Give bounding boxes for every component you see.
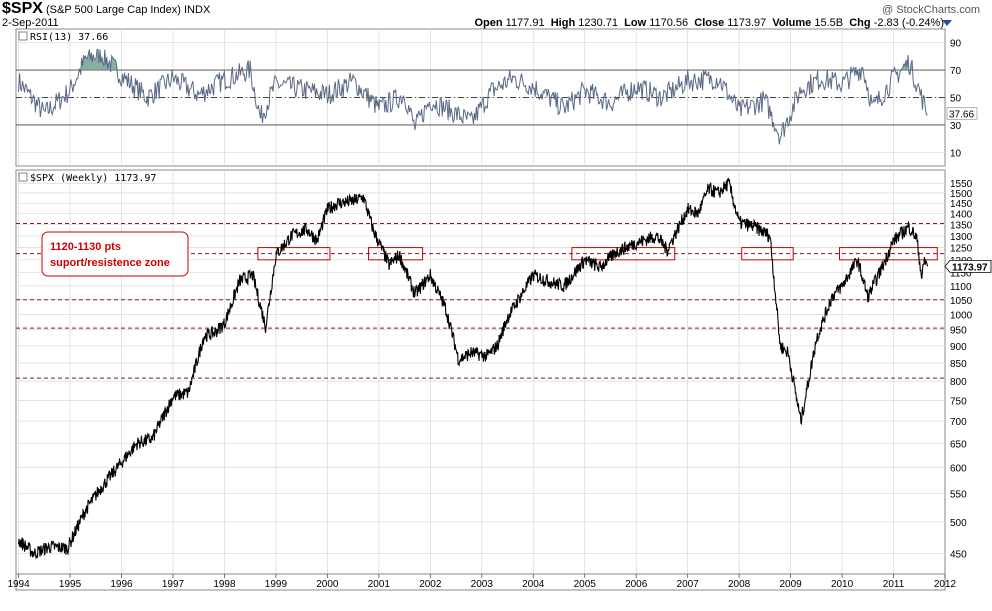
x-tick-label: 1996: [110, 579, 133, 590]
x-tick-label: 2001: [368, 579, 391, 590]
annotation-line-1: 1120-1130 pts: [50, 241, 121, 253]
price-legend-text: $SPX (Weekly) 1173.97: [30, 173, 156, 184]
brand-link[interactable]: @ StockCharts.com: [882, 4, 980, 16]
price-last-value-label: 1173.97: [952, 262, 988, 273]
x-tick-label: 1995: [59, 579, 82, 590]
x-tick-label: 1994: [7, 579, 30, 590]
zone-box: [368, 247, 424, 261]
price-tick-label: 800: [950, 377, 967, 388]
x-tick-label: 1997: [162, 579, 185, 590]
price-tick-label: 850: [950, 359, 967, 370]
rsi-overbought-fill: [901, 55, 908, 71]
price-last-value-box: [944, 259, 992, 273]
rsi-legend: RSI(13) 37.66: [18, 31, 108, 43]
price-tick-label: 1400: [950, 210, 973, 221]
zone-box: [741, 247, 794, 261]
quote-summary: Open 1177.91 High 1230.71 Low 1170.56 Cl…: [474, 17, 944, 29]
ticker-symbol: $SPX: [2, 0, 43, 17]
price-tick-label: 1300: [950, 232, 973, 243]
rsi-tick-label: 10: [950, 148, 962, 159]
price-tick-label: 450: [950, 549, 967, 560]
price-tick-label: 1050: [950, 296, 973, 307]
x-tick-label: 2012: [934, 579, 957, 590]
price-tick-label: 700: [950, 417, 967, 428]
rsi-tick-label: 70: [950, 66, 962, 77]
price-tick-label: 1350: [950, 221, 973, 232]
price-tick-label: 1250: [950, 244, 973, 255]
price-tick-label: 1550: [950, 179, 973, 190]
x-tick-label: 2002: [419, 579, 442, 590]
price-tick-label: 750: [950, 396, 967, 407]
price-tick-label: 600: [950, 463, 967, 474]
price-legend: $SPX (Weekly) 1173.97: [18, 172, 156, 184]
close-label: Close: [694, 17, 725, 29]
price-tick-label: 1150: [950, 269, 972, 280]
x-tick-label: 2008: [728, 579, 751, 590]
annotation-frame: [41, 231, 189, 277]
price-tick-label: 950: [950, 326, 967, 337]
rsi-legend-text: RSI(13) 37.66: [30, 32, 108, 43]
price-tick-label: 550: [950, 489, 967, 500]
price-panel: 450 500 550 600 650 700 750 800 850 900 950 1000 105…: [15, 169, 992, 575]
price-line: [18, 177, 929, 560]
chart-date: 2-Sep-2011: [2, 17, 59, 29]
rsi-tick-label: 90: [950, 39, 962, 50]
price-frame: [15, 169, 946, 575]
low-value: 1170.56: [649, 17, 689, 29]
x-axis-strip: [15, 573, 946, 591]
close-value: 1173.97: [727, 17, 767, 29]
chg-label: Chg: [849, 17, 871, 29]
x-tick-label: 2010: [831, 579, 854, 590]
rsi-legend-icon: [18, 31, 28, 41]
rsi-last-value-label: 37.66: [949, 109, 974, 120]
x-tick-label: 1998: [213, 579, 236, 590]
x-tick-label: 2003: [471, 579, 494, 590]
volume-value: 15.5B: [814, 17, 844, 29]
annotation-line-2: suport/resistence zone: [50, 257, 170, 269]
annotation-box: 1120-1130 pts suport/resistence zone: [41, 231, 189, 277]
rsi-overbought-fill: [111, 55, 117, 71]
zone-box: [838, 247, 938, 261]
x-tick-label: 2004: [522, 579, 545, 590]
rsi-tick-label: 50: [950, 94, 962, 105]
x-tick-label: 1999: [265, 579, 288, 590]
price-tick-label: 1500: [950, 189, 973, 200]
x-tick-label: 2011: [883, 579, 905, 590]
high-label: High: [550, 17, 576, 29]
x-tick-label: 2007: [677, 579, 700, 590]
price-tick-label: 900: [950, 342, 967, 353]
rsi-panel: 10 30 50 70 90 37.66: [15, 28, 978, 167]
price-tick-label: 1100: [950, 282, 972, 293]
rsi-line: [18, 49, 928, 145]
price-tick-label: 500: [950, 518, 967, 529]
x-tick-label: 2005: [574, 579, 597, 590]
index-name: (S&P 500 Large Cap Index) INDX: [46, 4, 211, 16]
price-tick-label: 650: [950, 439, 967, 450]
price-legend-icon: [18, 172, 28, 182]
open-value: 1177.91: [505, 17, 545, 29]
price-tick-label: 1000: [950, 310, 973, 321]
x-tick-label: 2006: [625, 579, 648, 590]
volume-label: Volume: [772, 17, 812, 29]
rsi-tick-label: 30: [950, 121, 962, 132]
x-tick-label: 2000: [316, 579, 339, 590]
chg-value: -2.83 (-0.24%): [873, 17, 944, 29]
dropdown-arrow-icon[interactable]: [942, 20, 952, 26]
zone-box: [257, 247, 331, 261]
rsi-last-value-box: [946, 107, 978, 120]
zone-box: [571, 247, 676, 261]
open-label: Open: [474, 17, 503, 29]
x-tick-label: 2009: [779, 579, 802, 590]
high-value: 1230.71: [578, 17, 618, 29]
x-axis: 1994 1995 1996 1997 1998 1999 2000 2001 2002 2003…: [7, 573, 957, 591]
low-label: Low: [624, 17, 647, 29]
price-tick-label: 1450: [950, 199, 973, 210]
